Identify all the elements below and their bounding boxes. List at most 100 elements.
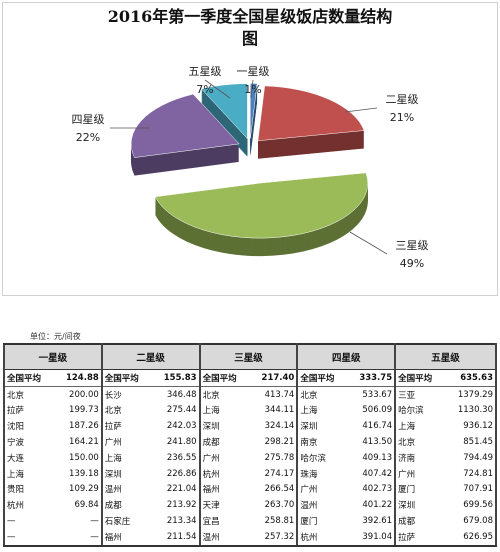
city-cell: 温州 xyxy=(300,501,318,512)
slice-label: 一星级 xyxy=(237,65,270,78)
column-header: 五星级 xyxy=(394,343,497,370)
price-cell: 402.73 xyxy=(347,481,397,498)
price-cell: 217.40 xyxy=(249,369,299,387)
city-cell: 上海 xyxy=(300,406,318,417)
city-cell: 珠海 xyxy=(300,469,318,480)
leader-line xyxy=(250,79,254,99)
city-cell: 三亚 xyxy=(398,390,416,401)
city-cell: 南京 xyxy=(300,438,318,449)
price-cell: 69.84 xyxy=(53,497,103,514)
city-cell: 拉萨 xyxy=(3,402,54,419)
city-cell: 长沙 xyxy=(104,390,122,401)
price-cell: 413.50 xyxy=(347,434,397,450)
price-cell: 164.21 xyxy=(53,434,103,450)
city-cell: 成都 xyxy=(398,517,416,528)
city-cell: 杭州 xyxy=(202,469,220,480)
price-cell: 226.86 xyxy=(151,465,201,482)
price-cell: 401.22 xyxy=(347,497,397,514)
city-cell: 全国平均 xyxy=(101,369,152,387)
slice xyxy=(130,93,240,158)
city-cell: 成都 xyxy=(202,438,220,449)
chart-title: 2016年第一季度全国星级饭店数量结构图 xyxy=(107,7,393,48)
city-cell: 深圳 xyxy=(202,422,220,433)
price-cell: 409.13 xyxy=(347,449,397,466)
price-cell: 275.78 xyxy=(249,449,299,466)
price-cell: 679.08 xyxy=(444,513,498,529)
price-cell: 155.83 xyxy=(151,369,201,387)
price-cell: 199.73 xyxy=(53,402,103,419)
table-row: 北京 200.00 长沙 346.48 北京 413.74 北京 533.67 三亚 1379.2… xyxy=(3,386,498,403)
price-cell: 936.12 xyxy=(444,418,498,435)
price-cell: 213.92 xyxy=(151,497,201,514)
city-cell: 拉萨 xyxy=(395,528,445,547)
column-header: 三星级 xyxy=(198,343,299,370)
city-cell: 全国平均 xyxy=(3,369,54,387)
city-cell: 深圳 xyxy=(104,469,122,480)
price-cell: 109.29 xyxy=(53,481,103,498)
price-cell: — xyxy=(53,528,103,547)
city-cell: 北京 xyxy=(202,390,220,401)
slice-value-label: 22% xyxy=(76,131,100,144)
city-cell: 广州 xyxy=(398,469,416,480)
city-cell: 全国平均 xyxy=(395,369,445,387)
price-cell: 391.04 xyxy=(347,528,397,547)
price-cell: 275.44 xyxy=(151,402,201,419)
table-row: — — 福州 211.54 温州 257.32 杭州 391.04 拉萨 626.95 xyxy=(3,528,498,547)
price-cell: 794.49 xyxy=(444,449,498,466)
slice-label: 三星级 xyxy=(396,239,429,252)
city-cell: 广州 xyxy=(300,485,318,496)
price-cell: 392.61 xyxy=(347,513,397,529)
city-cell: 上海 xyxy=(202,406,220,417)
price-cell: 1379.29 xyxy=(444,386,498,403)
city-cell: 全国平均 xyxy=(297,369,347,387)
slice-value-label: 21% xyxy=(390,111,414,124)
table-row: 大连 150.00 上海 236.55 广州 275.78 哈尔滨 409.13 济南 794.4… xyxy=(3,449,498,466)
city-cell: 上海 xyxy=(398,422,416,433)
column-header: 四星级 xyxy=(296,343,397,370)
price-cell: 187.26 xyxy=(53,418,103,435)
city-cell: 广州 xyxy=(202,453,220,464)
column-header: 一星级 xyxy=(3,343,103,370)
price-cell: 346.48 xyxy=(151,386,201,403)
city-cell: 天津 xyxy=(202,501,220,512)
price-cell: — xyxy=(53,513,103,529)
table-row: 拉萨 199.73 北京 275.44 上海 344.11 上海 506.09 哈尔滨 1130.… xyxy=(3,402,498,419)
city-cell: 北京 xyxy=(398,438,416,449)
price-cell: 506.09 xyxy=(347,402,397,419)
table-row: 贵阳 109.29 温州 221.04 福州 266.54 广州 402.73 厦门 707.91 xyxy=(3,481,498,498)
price-cell: 139.18 xyxy=(53,465,103,482)
city-cell: 温州 xyxy=(104,485,122,496)
price-cell: 258.81 xyxy=(249,513,299,529)
price-cell: 263.70 xyxy=(249,497,299,514)
price-cell: 241.80 xyxy=(151,434,201,450)
city-cell: 沈阳 xyxy=(3,418,54,435)
city-cell: 杭州 xyxy=(3,497,54,514)
city-cell: 济南 xyxy=(398,453,416,464)
price-cell: 724.81 xyxy=(444,465,498,482)
city-cell: 上海 xyxy=(104,453,122,464)
city-cell: 厦门 xyxy=(300,517,318,528)
price-cell: 298.21 xyxy=(249,434,299,450)
table-row: 杭州 69.84 成都 213.92 天津 263.70 温州 401.22 深圳 699.56 xyxy=(3,497,498,514)
table-row: 沈阳 187.26 拉萨 242.03 深圳 324.14 深圳 416.74 上海 936.12 xyxy=(3,418,498,435)
city-cell: — xyxy=(3,513,54,529)
column-header: 二星级 xyxy=(100,343,201,370)
price-cell: 635.63 xyxy=(444,369,498,387)
price-cell: 1130.30 xyxy=(444,402,498,419)
price-cell: 266.54 xyxy=(249,481,299,498)
price-cell: 533.67 xyxy=(347,386,397,403)
slice xyxy=(200,83,248,140)
city-cell: 福州 xyxy=(101,528,152,547)
leader-line xyxy=(349,231,388,255)
city-cell: 北京 xyxy=(3,386,54,403)
price-cell: 324.14 xyxy=(249,418,299,435)
table-row: — — 石家庄 213.34 宜昌 258.81 厦门 392.61 成都 679.08 xyxy=(3,513,498,529)
slice xyxy=(250,83,258,139)
price-cell: 236.55 xyxy=(151,449,201,466)
leader-line xyxy=(204,79,231,99)
price-cell: 413.74 xyxy=(249,386,299,403)
city-cell: 成都 xyxy=(104,501,122,512)
slice-value-label: 7% xyxy=(196,83,213,96)
city-cell: 石家庄 xyxy=(104,517,131,528)
city-cell: 大连 xyxy=(3,449,54,466)
